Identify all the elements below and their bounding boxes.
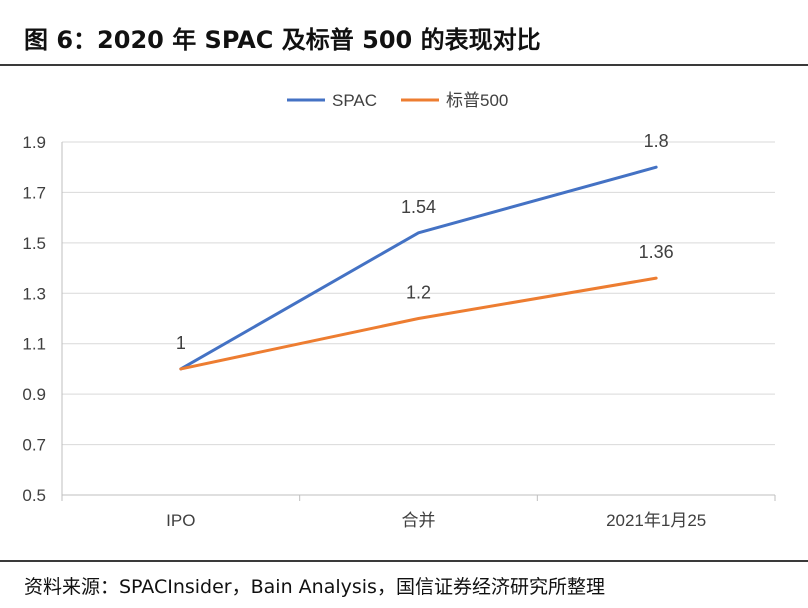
y-tick-label: 0.9 bbox=[22, 385, 46, 404]
y-tick-label: 0.7 bbox=[22, 436, 46, 455]
legend-label-spac: SPAC bbox=[332, 91, 377, 110]
source-note: 资料来源：SPACInsider，Bain Analysis，国信证券经济研究所… bbox=[24, 576, 605, 598]
series-lines bbox=[179, 165, 658, 371]
data-label: 1.36 bbox=[639, 242, 674, 262]
data-labels: 1 1.54 1.8 1.2 1.36 bbox=[176, 131, 674, 353]
data-label: 1.54 bbox=[401, 197, 436, 217]
data-label: 1.2 bbox=[406, 283, 431, 303]
y-tick-label: 1.5 bbox=[22, 234, 46, 253]
y-tick-label: 0.5 bbox=[22, 486, 46, 505]
legend: SPAC 标普500 bbox=[287, 91, 508, 110]
y-tick-label: 1.7 bbox=[22, 183, 46, 202]
y-tick-label: 1.1 bbox=[22, 335, 46, 354]
x-tick-label: 合并 bbox=[402, 511, 436, 530]
x-tick-label: IPO bbox=[166, 511, 195, 530]
title-divider bbox=[0, 64, 808, 66]
data-label: 1 bbox=[176, 333, 186, 353]
source-divider bbox=[0, 560, 808, 562]
line-chart: 0.50.70.91.11.31.51.71.9 IPO 合并 2021年1月25 … bbox=[22, 91, 776, 530]
y-axis: 0.5 0.7 0.9 1.1 1.3 1.5 1.7 1.9 bbox=[22, 133, 63, 505]
legend-label-sp500: 标普500 bbox=[446, 91, 508, 110]
y-tick-label: 1.3 bbox=[22, 284, 46, 303]
x-tick-label: 2021年1月25 bbox=[606, 511, 706, 530]
chart-title: 图 6：2020 年 SPAC 及标普 500 的表现对比 bbox=[24, 26, 541, 54]
y-tick-label: 1.9 bbox=[22, 133, 46, 152]
data-label: 1.8 bbox=[644, 131, 669, 151]
x-axis: IPO 合并 2021年1月25 bbox=[61, 494, 776, 530]
